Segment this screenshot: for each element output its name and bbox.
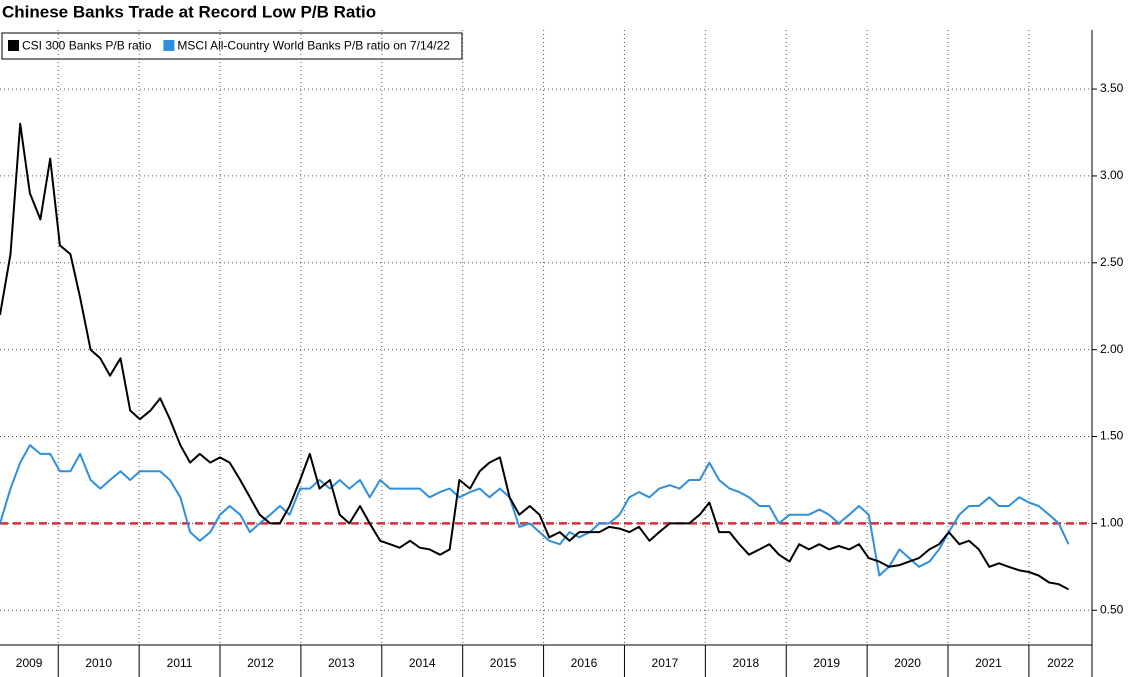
y-tick-label: 3.00	[1100, 168, 1124, 182]
legend-label: MSCI All-Country World Banks P/B ratio o…	[177, 39, 450, 53]
x-tick-label: 2012	[247, 656, 274, 670]
x-tick-label: 2011	[167, 656, 193, 670]
legend: CSI 300 Banks P/B ratio MSCI All-Country …	[1, 32, 463, 60]
series-line	[0, 122, 1069, 591]
x-tick-label: 2022	[1047, 656, 1074, 670]
x-tick-label: 2019	[813, 656, 840, 670]
x-tick-label: 2014	[409, 656, 436, 670]
y-tick-label: 3.50	[1100, 81, 1124, 95]
chart-title: Chinese Banks Trade at Record Low P/B Ra…	[2, 2, 376, 21]
legend-swatch	[8, 40, 19, 51]
x-tick-label: 2020	[894, 656, 921, 670]
x-tick-label: 2013	[328, 656, 355, 670]
x-tick-label: 2021	[975, 656, 1002, 670]
x-tick-label: 2017	[652, 656, 679, 670]
legend-label: CSI 300 Banks P/B ratio	[22, 39, 152, 53]
y-tick-label: 2.50	[1100, 255, 1124, 269]
x-tick-label: 2018	[732, 656, 759, 670]
x-tick-label: 2010	[85, 656, 112, 670]
y-tick-label: 0.50	[1100, 602, 1124, 616]
legend-box	[1, 32, 463, 60]
x-tick-label: 2009	[16, 656, 43, 670]
legend-swatch	[163, 40, 175, 51]
y-tick-label: 1.50	[1100, 429, 1124, 443]
y-tick-label: 1.00	[1100, 516, 1124, 530]
series-line	[0, 444, 1070, 577]
y-tick-label: 2.00	[1100, 342, 1124, 356]
x-tick-label: 2015	[490, 656, 517, 670]
x-tick-label: 2016	[571, 656, 598, 670]
